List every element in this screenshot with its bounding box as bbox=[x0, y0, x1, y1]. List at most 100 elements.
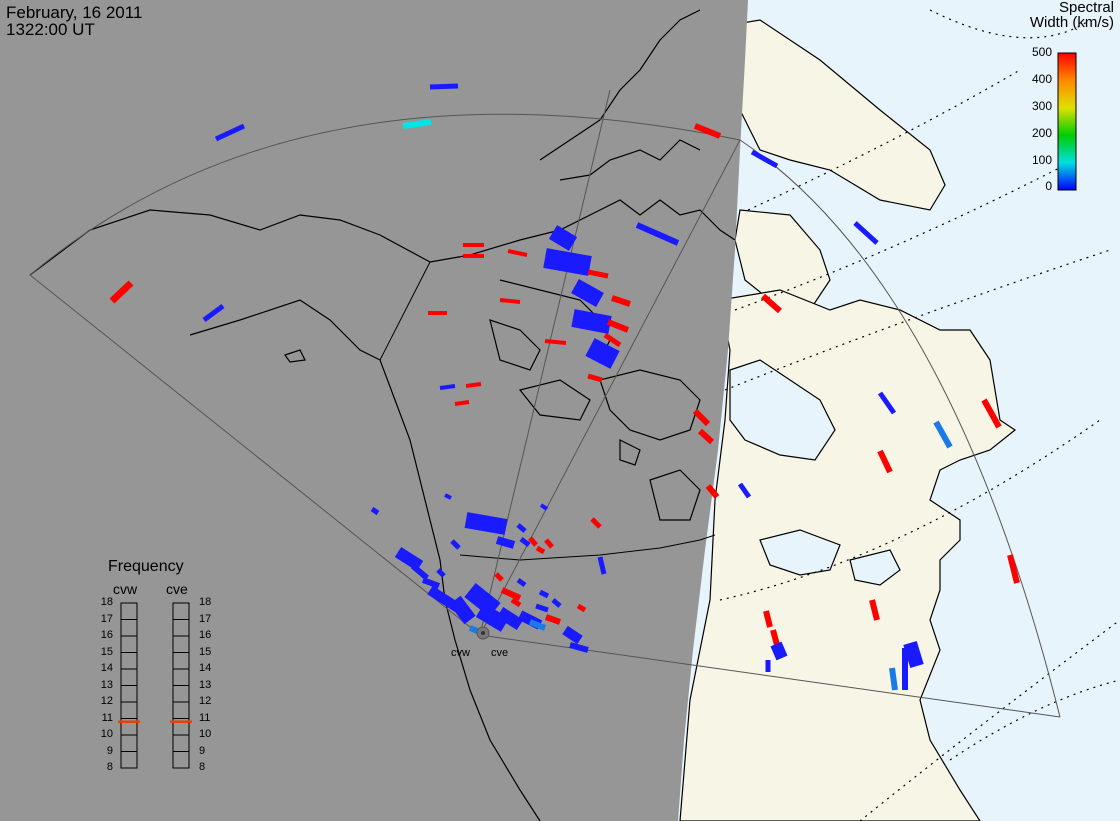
scatter-vector bbox=[853, 221, 879, 245]
scatter-vector bbox=[571, 279, 604, 307]
borders bbox=[379, 261, 716, 561]
frequency-scale-label: 9 bbox=[106, 744, 113, 757]
frequency-scale-label: 15 bbox=[100, 645, 113, 658]
frequency-scale-label: 11 bbox=[101, 711, 113, 724]
frequency-scale-label: 13 bbox=[100, 678, 113, 691]
frequency-scale-label: 18 bbox=[100, 596, 113, 608]
scatter-vector bbox=[539, 503, 549, 511]
colorbar-title: Spectral Width (km/s) bbox=[1030, 0, 1114, 30]
scatter-vector bbox=[465, 382, 482, 388]
scatter-vector bbox=[444, 493, 452, 500]
scatter-vector bbox=[761, 293, 782, 314]
colorbar-tick: 300 bbox=[1031, 99, 1052, 113]
scatter-vector bbox=[603, 332, 622, 348]
scatter-vector bbox=[516, 577, 527, 588]
scatter-vector bbox=[370, 506, 380, 516]
scatter-vector bbox=[981, 398, 1002, 429]
scatter-vector bbox=[562, 625, 583, 645]
scatter-vector bbox=[516, 523, 527, 533]
scatter-vector bbox=[538, 589, 550, 599]
scatter-vector bbox=[543, 248, 592, 276]
scatter-vector bbox=[697, 428, 715, 445]
frequency-scale-label: 16 bbox=[199, 629, 212, 641]
frequency-grid bbox=[118, 602, 192, 769]
scatter-vectors bbox=[109, 83, 1020, 691]
scatter-vector bbox=[585, 338, 620, 369]
scatter-vector bbox=[454, 400, 470, 406]
scatter-vector bbox=[544, 538, 554, 549]
colorbar-tick: 200 bbox=[1031, 126, 1052, 140]
scatter-vector bbox=[411, 563, 429, 581]
frequency-scale-label: 16 bbox=[100, 629, 113, 641]
scatter-vector bbox=[750, 149, 779, 169]
scatter-vector bbox=[569, 642, 589, 653]
scatter-vector bbox=[507, 249, 528, 257]
scatter-vector bbox=[495, 536, 516, 549]
scatter-vector bbox=[611, 295, 631, 307]
frequency-cell bbox=[172, 751, 190, 769]
timestamp-header: February, 16 2011 1322:00 UT bbox=[6, 4, 142, 38]
grid-lines bbox=[719, 9, 1120, 821]
scatter-vector bbox=[692, 408, 711, 427]
scatter-vector bbox=[548, 225, 578, 251]
scatter-vector bbox=[528, 619, 547, 631]
scatter-vector bbox=[544, 339, 567, 345]
scatter-vector bbox=[763, 610, 773, 628]
colorbar-ticks: 500 400 300 200 100 0 bbox=[1022, 45, 1052, 195]
frequency-radar-label-cvw: cvw bbox=[113, 581, 138, 597]
site-label-cvw: cvw bbox=[451, 647, 470, 659]
scatter-vector bbox=[705, 484, 720, 499]
scatter-vector bbox=[500, 587, 522, 601]
frequency-scale-label: 11 bbox=[199, 711, 211, 724]
scatter-vector bbox=[510, 597, 522, 608]
scatter-vector bbox=[214, 123, 246, 142]
frequency-scale-label: 14 bbox=[100, 662, 113, 674]
frequency-scale-label: 18 bbox=[199, 596, 212, 608]
scatter-vector bbox=[587, 269, 609, 279]
frequency-scale-label: 12 bbox=[100, 695, 113, 707]
scatter-vector bbox=[903, 640, 924, 669]
scatter-vector bbox=[394, 546, 424, 572]
scatter-vector bbox=[737, 482, 752, 499]
scatter-vector bbox=[109, 280, 134, 304]
frequency-scale-label: 13 bbox=[199, 678, 212, 691]
scatter-vector bbox=[449, 595, 476, 625]
frequency-radar-label-cve: cve bbox=[166, 581, 188, 597]
colorbar-tick: 400 bbox=[1031, 72, 1052, 86]
scatter-vector bbox=[475, 603, 510, 632]
scatter-vector bbox=[590, 517, 602, 529]
colorbar-tick: 500 bbox=[1031, 45, 1052, 59]
frequency-scale-label: 17 bbox=[100, 612, 113, 625]
frequency-scale-label: 8 bbox=[106, 761, 113, 773]
scatter-vector bbox=[439, 384, 456, 390]
scatter-vector bbox=[544, 614, 562, 625]
scatter-vector bbox=[635, 222, 680, 246]
frequency-scale-label: 15 bbox=[199, 645, 212, 658]
scatter-vector bbox=[597, 556, 607, 575]
scatter-vector bbox=[869, 599, 880, 621]
scatter-vector bbox=[535, 545, 546, 555]
scatter-vector bbox=[429, 83, 459, 90]
scatter-vector bbox=[535, 603, 549, 613]
scatter-vector bbox=[499, 298, 521, 304]
scatter-vector bbox=[587, 373, 603, 383]
scatter-vector bbox=[519, 537, 531, 547]
site-label-cve: cve bbox=[491, 647, 509, 659]
scatter-vector bbox=[877, 391, 897, 415]
frequency-scale-label: 14 bbox=[199, 662, 212, 674]
scatter-vector bbox=[450, 539, 461, 550]
frequency-scale-label: 12 bbox=[199, 695, 212, 707]
colorbar-title-line2: Width (km/s) bbox=[1029, 14, 1114, 31]
radar-site-dot bbox=[481, 631, 485, 635]
scatter-vector bbox=[528, 536, 538, 547]
scatter-vector bbox=[606, 319, 630, 333]
scatter-vector bbox=[464, 512, 508, 535]
scatter-vector bbox=[494, 572, 504, 582]
colorbar-tick: 0 bbox=[1045, 179, 1052, 193]
colorbar-tick: 100 bbox=[1031, 153, 1052, 167]
day-water bbox=[729, 359, 901, 586]
scatter-vector bbox=[571, 309, 612, 334]
scatter-vector bbox=[1007, 554, 1020, 584]
time-text: 1322:00 UT bbox=[6, 20, 95, 39]
